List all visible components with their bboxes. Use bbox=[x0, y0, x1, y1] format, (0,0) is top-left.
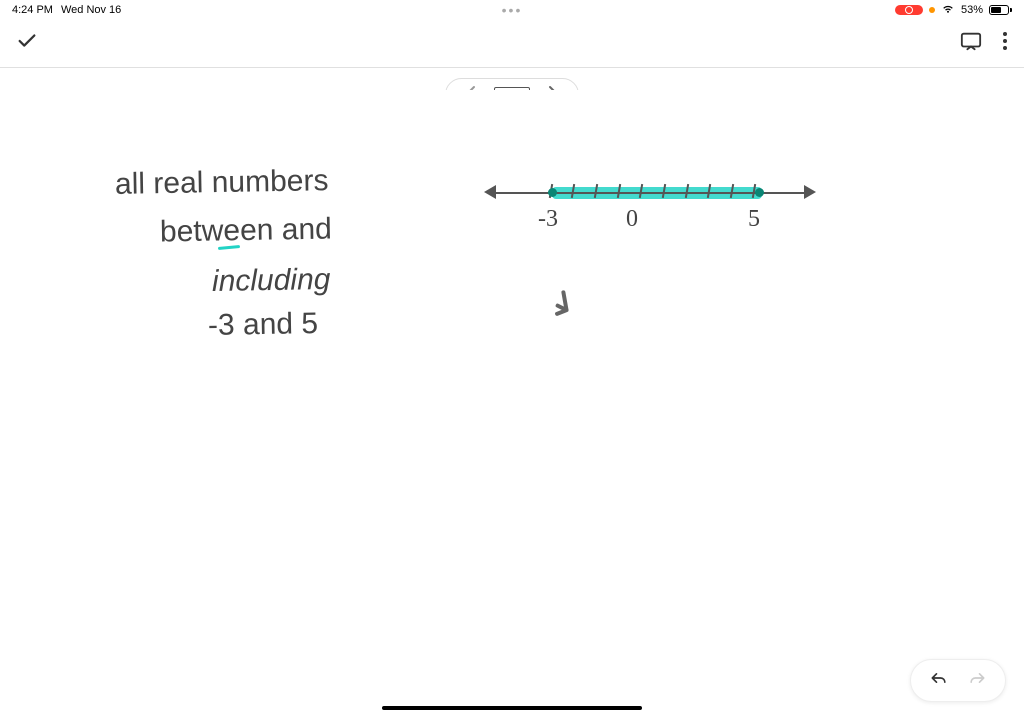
record-dot-icon bbox=[905, 6, 913, 14]
drawing-canvas[interactable]: all real numbers between and including -… bbox=[0, 90, 1024, 716]
top-right-actions bbox=[960, 31, 1008, 57]
axis-label-neg3: -3 bbox=[538, 206, 558, 233]
wifi-icon bbox=[941, 4, 955, 17]
top-toolbar bbox=[0, 20, 1024, 68]
endpoint-dot-right bbox=[755, 188, 764, 197]
axis-arrow-right-icon bbox=[804, 185, 816, 199]
handwriting-line-3: including bbox=[212, 257, 331, 304]
undo-button[interactable] bbox=[929, 670, 949, 691]
status-date: Wed Nov 16 bbox=[61, 4, 121, 16]
handwriting-line-1: all real numbers bbox=[115, 158, 329, 207]
endpoint-dot-left bbox=[548, 188, 557, 197]
battery-percent: 53% bbox=[961, 4, 983, 16]
handwriting-line-2: between and bbox=[160, 207, 333, 255]
status-right: 53% bbox=[895, 4, 1012, 17]
undo-redo-bar bbox=[910, 659, 1006, 702]
redo-button[interactable] bbox=[967, 670, 987, 691]
axis-label-zero: 0 bbox=[626, 206, 638, 233]
cast-icon[interactable] bbox=[960, 31, 982, 56]
home-indicator[interactable] bbox=[382, 706, 642, 710]
battery-icon bbox=[989, 5, 1012, 15]
status-bar: 4:24 PM Wed Nov 16 ••• 53% bbox=[0, 0, 1024, 20]
done-button[interactable] bbox=[16, 30, 38, 58]
axis-label-five: 5 bbox=[748, 206, 760, 233]
number-line-drawing: -3 0 5 bbox=[490, 178, 810, 238]
axis-arrow-left-icon bbox=[484, 185, 496, 199]
status-time: 4:24 PM bbox=[12, 4, 53, 16]
stray-mark bbox=[549, 286, 585, 329]
multitask-dots-icon[interactable]: ••• bbox=[502, 2, 523, 18]
recording-badge[interactable] bbox=[895, 5, 923, 15]
handwriting-line-4: -3 and 5 bbox=[208, 301, 319, 348]
status-left: 4:24 PM Wed Nov 16 bbox=[12, 4, 121, 16]
more-menu-icon[interactable] bbox=[1002, 31, 1008, 57]
mic-indicator-icon bbox=[929, 7, 935, 13]
